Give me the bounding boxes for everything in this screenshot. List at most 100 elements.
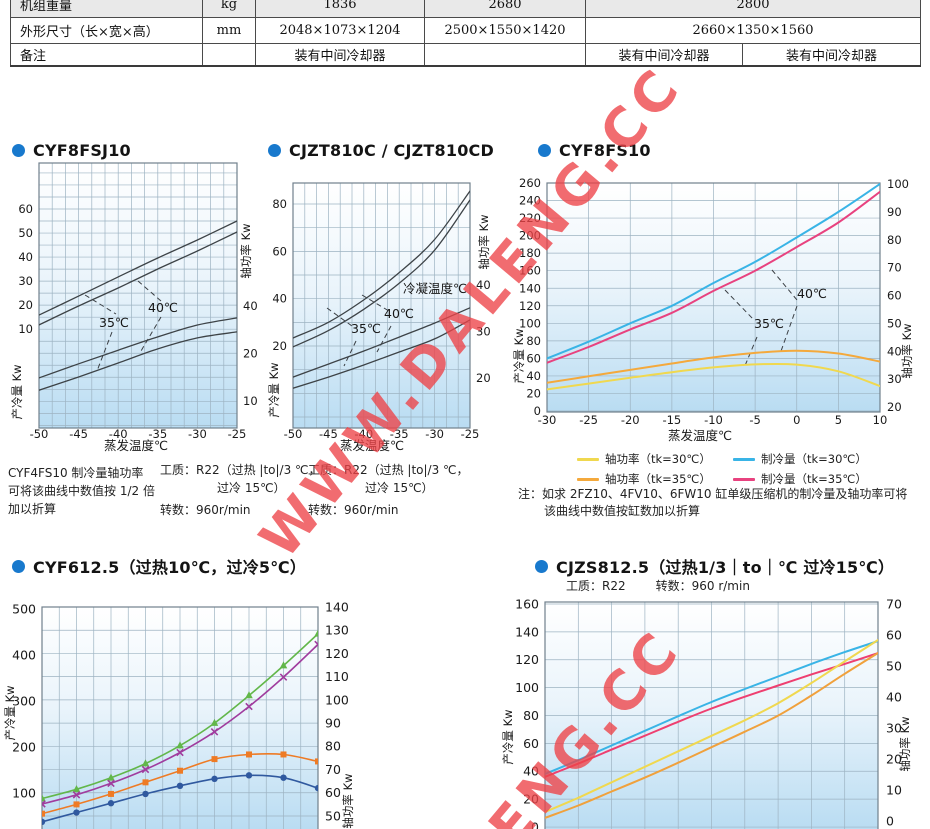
- x-tick-label: -45: [69, 427, 88, 441]
- plot-background: [545, 602, 878, 829]
- left-tick-label: 0: [534, 404, 541, 418]
- left-tick-label: 160: [519, 264, 541, 278]
- left-tick-label: 140: [515, 624, 539, 639]
- table-cell: 机组重量: [10, 0, 203, 18]
- plot-background: [42, 607, 318, 829]
- right-tick-label: 110: [325, 669, 349, 684]
- chart5-speed: 转数：960 r/min: [655, 579, 750, 593]
- note-line: 转数：960r/min: [160, 503, 251, 517]
- section-title-cyf612-5: CYF612.5（过热10℃，过冷5℃）: [12, 554, 306, 578]
- right-tick-label: 70: [886, 596, 902, 611]
- right-tick-label: 120: [325, 646, 349, 661]
- series-path: [42, 643, 318, 805]
- left-tick-label: 20: [272, 339, 287, 353]
- series-group: [42, 629, 318, 826]
- note-refrigerant-2: 工质：R22（过热 |to|/3 ℃， 过冷 15℃） 转数：960r/min: [308, 461, 469, 519]
- left-tick-label: 300: [12, 693, 36, 708]
- note-line: 可将该曲线中数值按 1/2 倍: [8, 484, 155, 498]
- left-tick-label: 40: [18, 250, 33, 264]
- left-tick-label: 80: [523, 708, 539, 723]
- legend-label: 制冷量（tk=30℃）: [761, 452, 867, 466]
- series-group: [547, 183, 880, 391]
- marker-circle: [314, 784, 318, 792]
- table-cell: 备注: [10, 43, 203, 66]
- marker-x: [245, 702, 253, 711]
- tick-labels: 100 200 300 400 500 50 60 70 80 90 100 110 120 130 140…: [3, 599, 355, 828]
- annotation-dash-line: [771, 269, 798, 301]
- right-tick-label: 40: [476, 278, 491, 292]
- marker-square: [142, 779, 149, 786]
- table-cell: 外形尺寸（长×宽×高）: [10, 17, 203, 44]
- right-tick-label: 60: [886, 627, 902, 642]
- table-row: 外形尺寸（长×宽×高） mm 2048×1073×1204 2500×1550×142…: [10, 17, 921, 44]
- annotation-dash-line: [779, 305, 798, 355]
- series-path: [545, 652, 878, 819]
- left-tick-label: 120: [519, 299, 541, 313]
- table-cell: 装有中间冷却器: [255, 43, 425, 66]
- series-path: [545, 640, 878, 775]
- table-cell: 2500×1550×1420: [424, 17, 586, 44]
- note-cyf4fs10: CYF4FS10 制冷量轴功率 可将该曲线中数值按 1/2 倍 加以折算: [8, 464, 155, 518]
- left-tick-label: 140: [519, 281, 541, 295]
- table-cell: kg: [202, 0, 256, 18]
- series-path: [42, 774, 318, 823]
- plot-border: [546, 182, 881, 413]
- section-title-cyf8fsj10: CYF8FSJ10: [12, 141, 131, 160]
- legend-label: 制冷量（tk=35℃）: [761, 472, 867, 486]
- annotation-label: 35℃: [351, 321, 381, 336]
- note-line: 过冷 15℃）: [365, 481, 434, 495]
- bullet-icon: [538, 144, 551, 157]
- plot-border: [41, 606, 319, 829]
- right-tick-label: 40: [243, 299, 258, 313]
- left-tick-label: 240: [519, 194, 541, 208]
- marker-circle: [73, 809, 80, 816]
- x-tick-label: -25: [228, 427, 247, 441]
- left-tick-label: 20: [526, 386, 541, 400]
- left-tick-label: 50: [18, 226, 33, 240]
- x-tick-label: -50: [284, 427, 303, 441]
- series-path: [42, 633, 318, 800]
- marker-x: [176, 748, 184, 757]
- right-tick-label: 10: [886, 782, 902, 797]
- chart5-medium: 工质：R22: [566, 579, 626, 593]
- left-axis-title: 产冷量 Kw: [10, 364, 24, 419]
- bullet-icon: [12, 559, 25, 573]
- marker-circle: [280, 774, 287, 781]
- plot-background: [39, 163, 237, 428]
- tick-labels: 10 20 30 40 50 60 10 20 40 -50 -45 -40 -35 -30 -25 蒸发温度…: [10, 202, 258, 453]
- right-tick-label: 100: [325, 692, 349, 707]
- right-axis-title: 轴功率 Kw: [900, 323, 914, 378]
- legend-label: 轴功率（tk=35℃）: [605, 472, 711, 486]
- table-cell: 2660×1350×1560: [585, 17, 921, 44]
- right-tick-label: 100: [887, 177, 909, 191]
- right-tick-label: 90: [325, 715, 341, 730]
- marker-circle: [245, 772, 253, 779]
- chart5-subtitle: 工质：R22 转数：960 r/min: [566, 577, 780, 594]
- x-tick-label: -5: [749, 413, 760, 427]
- right-tick-label: 30: [886, 720, 902, 735]
- plot-grid: [293, 183, 470, 428]
- left-tick-label: 60: [18, 202, 33, 216]
- right-tick-label: 0: [886, 813, 894, 828]
- x-tick-label: -20: [621, 413, 640, 427]
- left-tick-label: 40: [272, 292, 287, 306]
- legend-swatch-yellow: [577, 457, 599, 461]
- left-tick-label: 20: [18, 298, 33, 312]
- marker-circle: [211, 775, 218, 783]
- marker-square: [280, 751, 287, 758]
- table-cell: 2048×1073×1204: [255, 17, 425, 44]
- table-cell: 装有中间冷却器: [742, 43, 921, 66]
- legend-swatch-cyan: [733, 457, 755, 461]
- table-cell: 装有中间冷却器: [585, 43, 743, 66]
- marker-square: [42, 810, 45, 817]
- tick-labels: 0 20 40 60 80 100 120 140 160 0 10 20 30 40 50 60 70 产冷量 …: [501, 596, 912, 829]
- marker-triangle: [210, 718, 219, 726]
- annotation-dash-line: [140, 316, 162, 352]
- left-tick-label: 260: [519, 176, 541, 190]
- right-tick-label: 20: [887, 400, 902, 414]
- right-tick-label: 20: [476, 371, 491, 385]
- right-tick-label: 60: [325, 785, 341, 800]
